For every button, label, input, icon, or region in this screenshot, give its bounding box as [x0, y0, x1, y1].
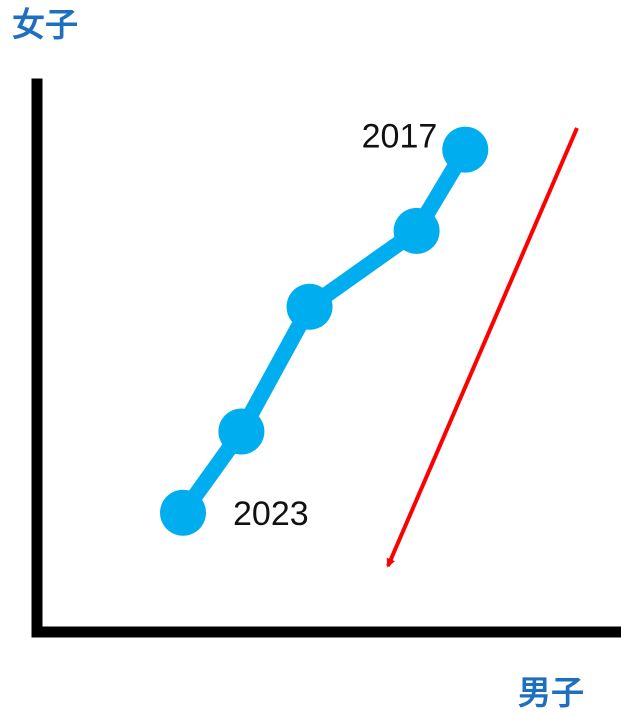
point-label: 2023	[233, 495, 309, 533]
data-point	[218, 408, 265, 455]
y-axis-label: 女子	[12, 5, 78, 44]
data-point	[160, 489, 206, 536]
point-label: 2017	[362, 118, 438, 156]
point-labels: 2017 2023	[233, 118, 437, 533]
series-line	[175, 141, 474, 521]
series-group	[160, 126, 489, 536]
x-axis-label: 男子	[518, 673, 584, 712]
data-point	[393, 207, 440, 254]
data-point	[286, 283, 333, 330]
data-point	[442, 126, 489, 173]
trend-arrow	[386, 127, 579, 568]
axes	[31, 78, 621, 638]
trend-arrow-group	[386, 127, 579, 568]
